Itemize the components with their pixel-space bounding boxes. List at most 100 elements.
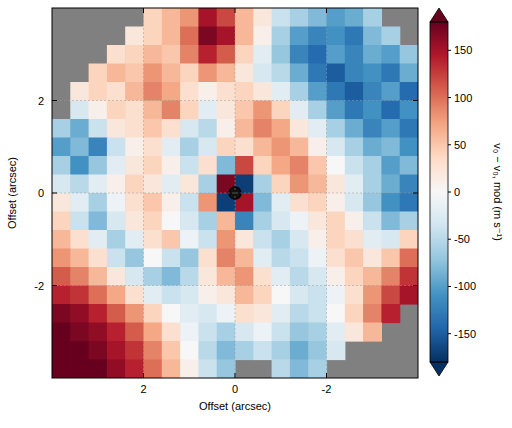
cell: [400, 156, 418, 175]
cell: [290, 249, 309, 268]
cell: [89, 230, 108, 249]
cell: [345, 249, 364, 268]
cell: [381, 193, 400, 212]
cell: [198, 249, 217, 268]
cell: [235, 45, 254, 64]
cell: [198, 230, 217, 249]
cell: [363, 323, 382, 342]
cell: [272, 45, 291, 64]
cell: [125, 267, 144, 286]
cell: [253, 156, 272, 175]
cell: [107, 323, 126, 342]
grid-line: [235, 8, 236, 378]
cell: [363, 138, 382, 157]
cell: [52, 193, 71, 212]
cell: [217, 45, 236, 64]
cell: [290, 156, 309, 175]
cell: [381, 156, 400, 175]
cell: [308, 156, 327, 175]
cell: [235, 304, 254, 323]
cell: [198, 8, 217, 27]
cell: [52, 304, 71, 323]
cell: [290, 212, 309, 231]
cell: [327, 193, 346, 212]
cell: [253, 175, 272, 194]
cell: [290, 175, 309, 194]
cell: [235, 27, 254, 46]
cell: [70, 212, 89, 231]
cell: [235, 64, 254, 83]
cell: [52, 360, 71, 379]
cell: [107, 64, 126, 83]
colorbar-tick: [448, 286, 451, 287]
x-tick-label: 2: [140, 383, 146, 395]
cell: [272, 193, 291, 212]
cell: [363, 101, 382, 120]
cell: [125, 360, 144, 379]
cell: [144, 175, 163, 194]
y-tick-label: -2: [34, 280, 44, 292]
cell: [70, 304, 89, 323]
cell: [217, 8, 236, 27]
cell: [381, 101, 400, 120]
cell: [308, 82, 327, 101]
cell: [125, 119, 144, 138]
cell: [308, 323, 327, 342]
cell: [89, 82, 108, 101]
cell: [89, 212, 108, 231]
cell: [125, 304, 144, 323]
cell: [125, 193, 144, 212]
cell: [198, 323, 217, 342]
cell: [345, 64, 364, 83]
cell: [290, 101, 309, 120]
cell: [235, 341, 254, 360]
colorbar: [430, 22, 448, 362]
cell: [290, 138, 309, 157]
cell: [70, 286, 89, 305]
cell: [345, 286, 364, 305]
cell: [180, 64, 199, 83]
cells: [52, 8, 418, 378]
cell: [198, 156, 217, 175]
cell: [308, 45, 327, 64]
cell: [290, 193, 309, 212]
cell: [272, 304, 291, 323]
cell: [345, 45, 364, 64]
cell: [125, 249, 144, 268]
cell: [272, 341, 291, 360]
cell: [162, 230, 181, 249]
cell: [345, 27, 364, 46]
cell: [308, 101, 327, 120]
cell: [198, 119, 217, 138]
cell: [235, 101, 254, 120]
y-axis-title: Offset (arcsec): [6, 157, 18, 229]
cell: [107, 286, 126, 305]
cell: [162, 323, 181, 342]
cell: [327, 45, 346, 64]
cell: [217, 138, 236, 157]
cell: [253, 230, 272, 249]
x-axis-title: Offset (arcsec): [199, 400, 271, 412]
cell: [89, 341, 108, 360]
cell: [363, 267, 382, 286]
cell: [52, 138, 71, 157]
cell: [198, 193, 217, 212]
cell: [144, 212, 163, 231]
cell: [290, 45, 309, 64]
cell: [52, 119, 71, 138]
cell: [327, 156, 346, 175]
cell: [272, 64, 291, 83]
colorbar-tick-label: -100: [454, 280, 476, 292]
cell: [125, 341, 144, 360]
cell: [327, 27, 346, 46]
cell: [217, 341, 236, 360]
cell: [162, 119, 181, 138]
cell: [217, 360, 236, 379]
cell: [235, 8, 254, 27]
cell: [345, 323, 364, 342]
y-tick: [52, 100, 57, 101]
grid-line: [52, 100, 418, 101]
cell: [381, 267, 400, 286]
cell: [327, 82, 346, 101]
cell: [162, 212, 181, 231]
